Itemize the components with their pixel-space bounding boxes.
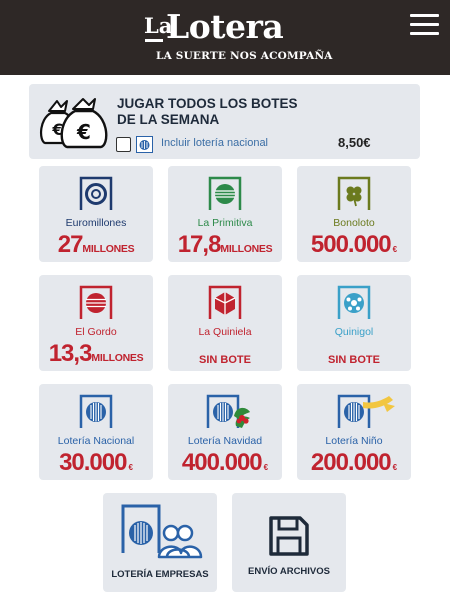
la-lotera-logo[interactable]: La Lotera LA SUERTE NOS ACOMPAÑA (144, 7, 332, 68)
game-card-bonoloto[interactable]: Bonoloto 500.000 € (297, 166, 411, 262)
loteria-nacional-small-icon (136, 136, 153, 153)
app-header: La Lotera LA SUERTE NOS ACOMPAÑA (0, 0, 450, 75)
loteria-empresas-icon (121, 504, 203, 559)
euromillones-icon (79, 176, 113, 210)
jackpot-amount: 30.000 € (59, 449, 133, 476)
extra-label: ENVÍO ARCHIVOS (248, 566, 330, 577)
quiniela-icon (208, 285, 242, 319)
bonoloto-icon (337, 176, 371, 210)
jackpot-status: SIN BOTE (328, 354, 380, 366)
game-card-el-gordo[interactable]: El Gordo 13,3MILLONES (39, 275, 153, 371)
loteria-nino-icon (337, 394, 395, 428)
primitiva-icon (208, 176, 242, 210)
logo-lotera-text: Lotera (166, 7, 284, 46)
logo-underline (145, 39, 163, 42)
svg-text:€: € (76, 120, 91, 144)
game-card-quinigol[interactable]: Quinigol SIN BOTE (297, 275, 411, 371)
game-name: Quinigol (334, 326, 374, 338)
loteria-nacional-icon (79, 394, 113, 428)
logo-la-text: La (144, 13, 173, 38)
game-name: Lotería Nacional (57, 435, 135, 447)
include-national-checkbox[interactable] (116, 137, 131, 152)
money-bags-icon: € € (39, 98, 108, 149)
game-name: Lotería Niño (325, 435, 383, 447)
game-name: La Primitiva (197, 217, 253, 229)
jackpot-amount: 500.000 € (310, 231, 398, 258)
el-gordo-icon (79, 285, 113, 319)
jackpot-amount: 17,8MILLONES (177, 231, 273, 258)
game-card-euromillones[interactable]: Euromillones 27MILLONES (39, 166, 153, 262)
jackpot-amount: 27MILLONES (57, 231, 135, 258)
jackpot-amount: 200.000 € (310, 449, 398, 476)
game-card-loteria-nino[interactable]: Lotería Niño 200.000 € (297, 384, 411, 480)
envio-archivos-button[interactable]: ENVÍO ARCHIVOS (232, 493, 346, 592)
jackpot-amount: 400.000 € (181, 449, 269, 476)
game-card-la-quiniela[interactable]: La Quiniela SIN BOTE (168, 275, 282, 371)
game-name: Euromillones (65, 217, 127, 229)
jackpot-amount: 13,3MILLONES (48, 340, 144, 367)
jackpot-status: SIN BOTE (199, 354, 251, 366)
game-card-loteria-navidad[interactable]: Lotería Navidad 400.000 € (168, 384, 282, 480)
extra-label: LOTERÍA EMPRESAS (111, 569, 209, 580)
combo-title: JUGAR TODOS LOS BOTES DE LA SEMANA (117, 96, 298, 127)
loteria-navidad-icon (206, 394, 250, 428)
combo-price: 8,50€ (338, 135, 371, 150)
include-national-label[interactable]: Incluir lotería nacional (161, 137, 269, 149)
game-card-loteria-nacional[interactable]: Lotería Nacional 30.000 € (39, 384, 153, 480)
loteria-empresas-button[interactable]: LOTERÍA EMPRESAS (103, 493, 217, 592)
game-name: Bonoloto (333, 217, 375, 229)
quinigol-icon (337, 285, 371, 319)
game-name: Lotería Navidad (187, 435, 263, 447)
game-name: El Gordo (75, 326, 117, 338)
all-jackpots-banner[interactable]: € € JUGAR TODOS LOS BOTES DE LA SEMANA I… (29, 84, 420, 159)
game-card-la-primitiva[interactable]: La Primitiva 17,8MILLONES (168, 166, 282, 262)
hamburger-menu-icon[interactable] (410, 14, 439, 36)
svg-text:€: € (51, 120, 63, 139)
game-name: La Quiniela (198, 326, 252, 338)
save-files-icon (269, 516, 309, 556)
logo-tagline: LA SUERTE NOS ACOMPAÑA (156, 50, 333, 62)
